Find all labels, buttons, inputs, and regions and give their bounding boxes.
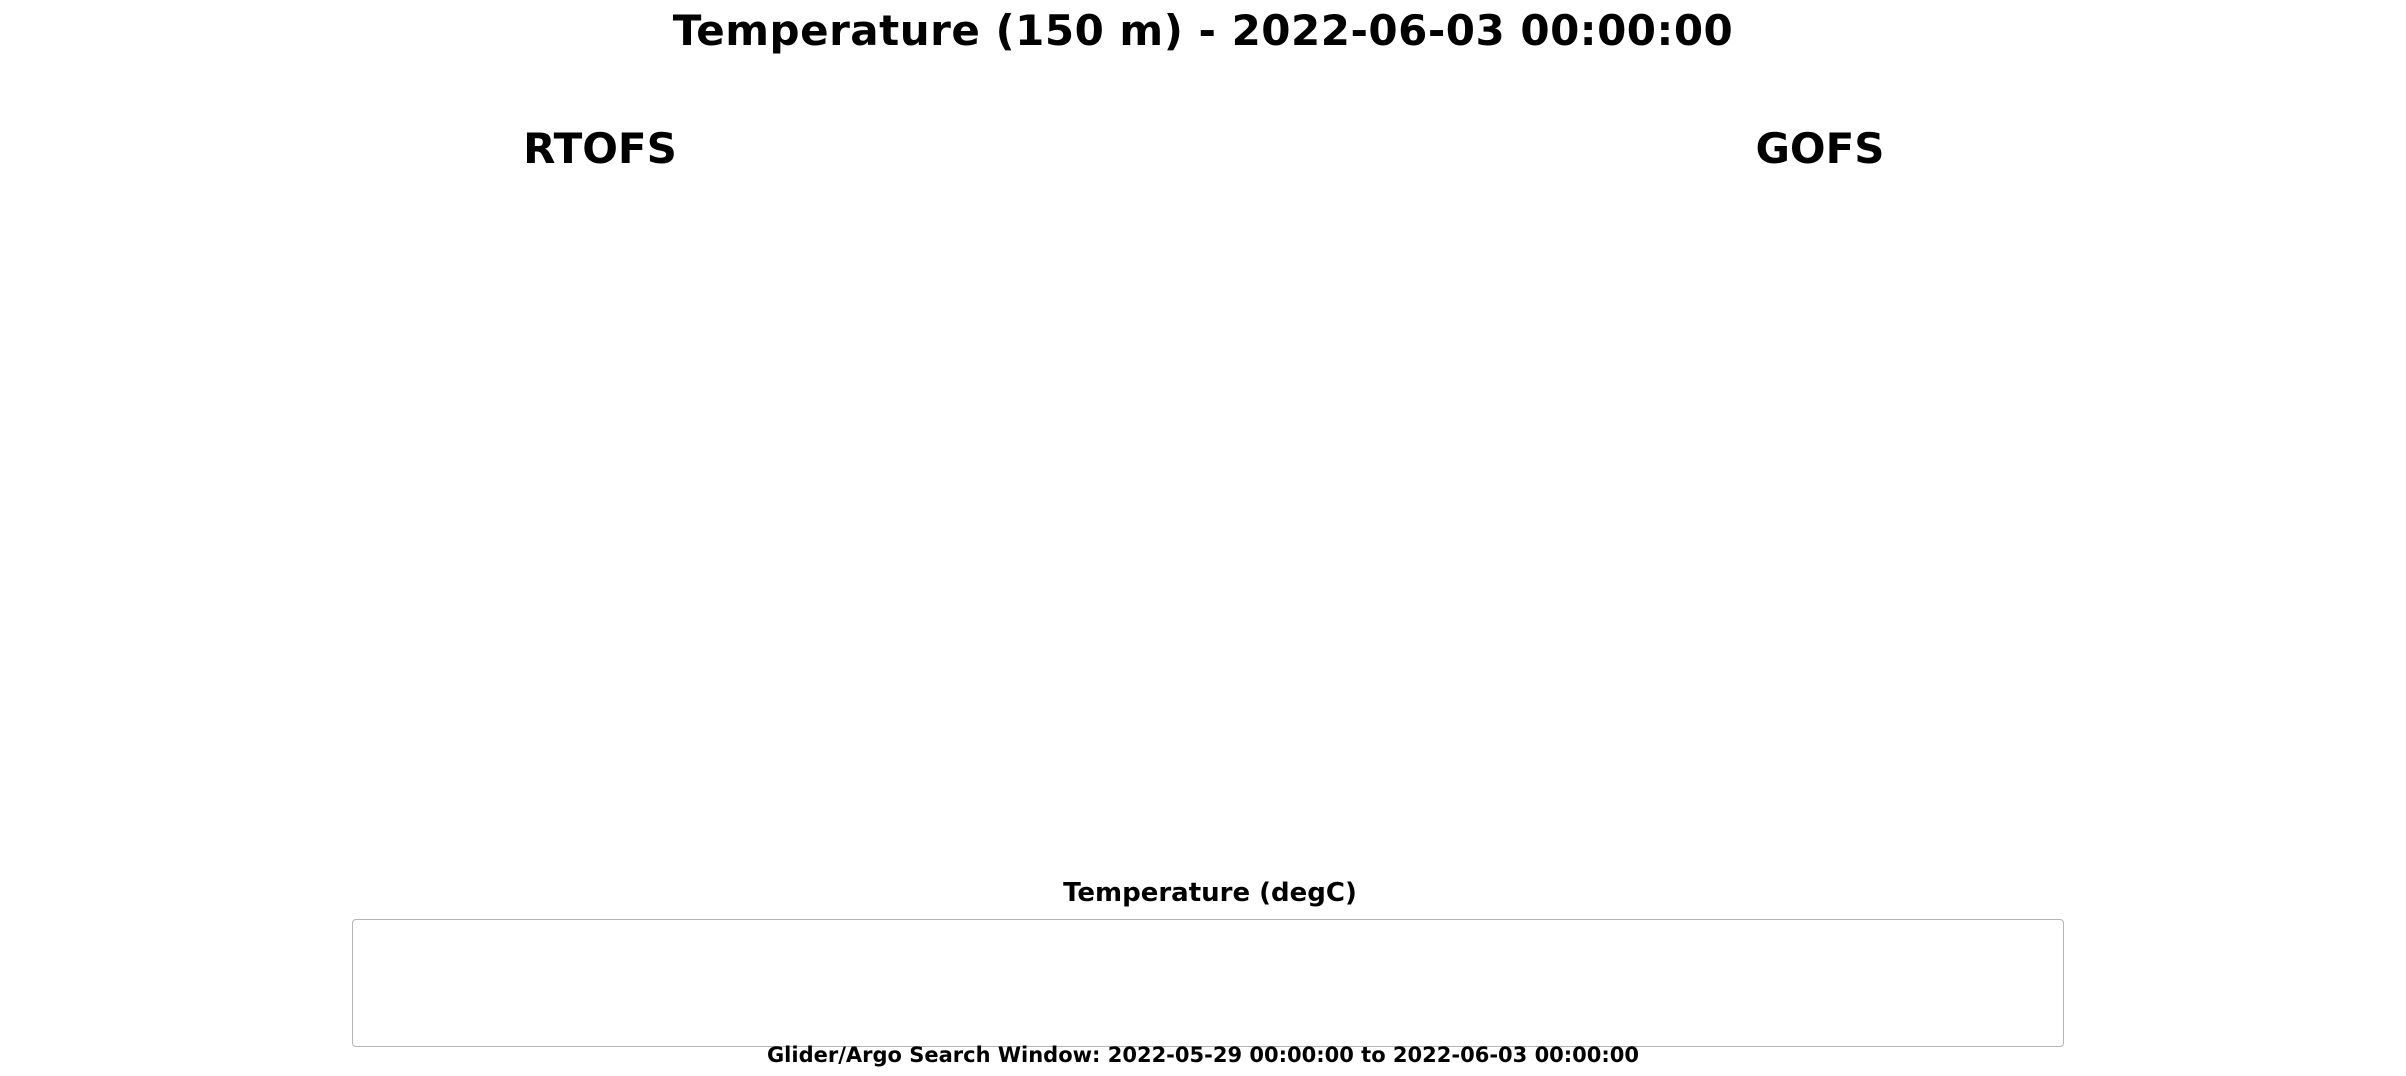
colorbar-label: Temperature (degC) xyxy=(1063,878,1357,908)
figure-title: Temperature (150 m) - 2022-06-03 00:00:0… xyxy=(672,6,1734,55)
float-legend xyxy=(352,919,2064,1047)
panel-title-gofs: GOFS xyxy=(1755,124,1885,173)
colorbar xyxy=(30,796,2390,866)
map-rtofs xyxy=(78,153,1122,748)
search-window-text: Glider/Argo Search Window: 2022-05-29 00… xyxy=(766,1043,1640,1067)
panel-title-rtofs: RTOFS xyxy=(523,124,677,173)
map-gofs xyxy=(1298,153,2342,748)
